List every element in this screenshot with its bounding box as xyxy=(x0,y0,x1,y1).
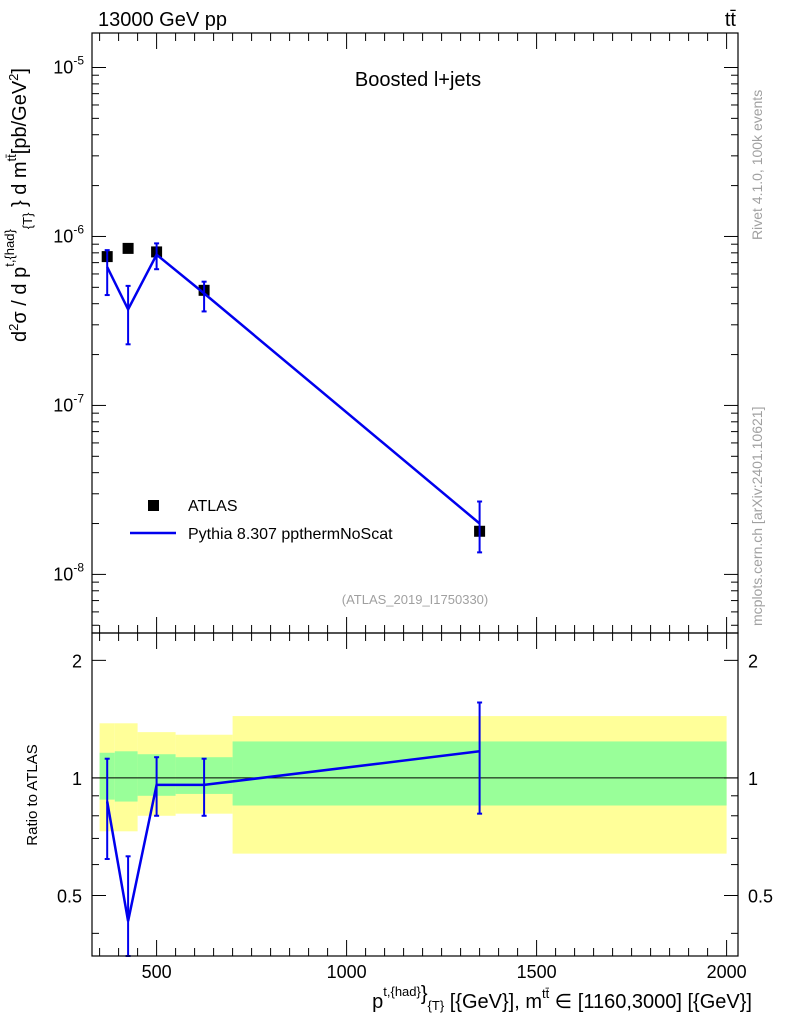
ratio-inner-band-1 xyxy=(114,751,138,802)
main-ytick-label: 10-8 xyxy=(53,560,84,584)
main-title: Boosted l+jets xyxy=(355,69,481,91)
main-ytick-label: 10-7 xyxy=(53,391,84,415)
atlas-point-1 xyxy=(122,242,134,254)
main-ytick-label: 10-5 xyxy=(53,53,84,77)
main-y-axis-label: d2σ / d pt,{had}{T} } d mtt̄[pb/GeV2] xyxy=(2,68,35,342)
ratio-ytick-label-left: 1 xyxy=(72,769,82,789)
svg-text:pt,{had}}{T} [{GeV}], mtt̄ ∈ [: pt,{had}}{T} [{GeV}], mtt̄ ∈ [1160,3000]… xyxy=(372,983,752,1013)
ratio-xtick-label: 2000 xyxy=(707,962,747,982)
legend-pythia-label: Pythia 8.307 ppthermNoScat xyxy=(188,526,393,543)
main-series xyxy=(101,242,486,554)
main-ytick-label: 10-6 xyxy=(53,222,84,246)
svg-text:d2σ / d pt,{had}{T} } d mtt̄[: d2σ / d pt,{had}{T} } d mtt̄[pb/GeV2] xyxy=(2,68,35,342)
ratio-ytick-label-right: 0.5 xyxy=(748,887,773,907)
ratio-xtick-label: 1000 xyxy=(327,962,367,982)
ratio-ytick-label-right: 1 xyxy=(748,769,758,789)
main-panel-area xyxy=(92,33,738,633)
mcplots-side-label: mcplots.cern.ch [arXiv:2401.10621] xyxy=(749,407,765,626)
ratio-frame xyxy=(91,632,739,957)
ratio-xtick-label: 1500 xyxy=(517,962,557,982)
x-axis-label: pt,{had}}{T} [{GeV}], mtt̄ ∈ [1160,3000]… xyxy=(372,983,752,1013)
rivet-side-label: Rivet 4.1.0, 100k events xyxy=(749,90,765,240)
header-right-label: tt̄ xyxy=(725,9,737,31)
ratio-ytick-label-left: 0.5 xyxy=(57,887,82,907)
main-panel-background xyxy=(92,33,738,633)
legend: ATLAS Pythia 8.307 ppthermNoScat xyxy=(130,498,393,543)
ratio-ytick-label-left: 2 xyxy=(72,651,82,671)
ratio-y-axis-label: Ratio to ATLAS xyxy=(24,744,41,845)
legend-atlas-label: ATLAS xyxy=(188,498,238,515)
ratio-ytick-label-right: 2 xyxy=(748,651,758,671)
watermark: (ATLAS_2019_I1750330) xyxy=(342,592,488,607)
legend-atlas-marker xyxy=(148,500,159,511)
ratio-xtick-label: 500 xyxy=(142,962,172,982)
ratio-series xyxy=(104,701,483,957)
header-left-label: 13000 GeV pp xyxy=(98,9,227,31)
panel-frames xyxy=(91,32,739,957)
